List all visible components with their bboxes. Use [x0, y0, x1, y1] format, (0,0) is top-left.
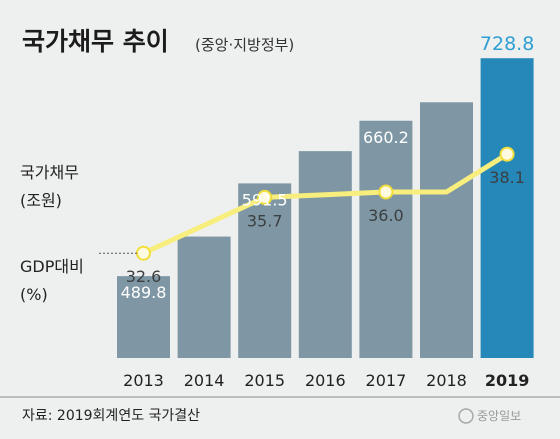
chart-title: 국가채무 추이: [22, 27, 169, 56]
line-series: 32.6 35.7 36.0 38.1: [126, 146, 525, 286]
bar-2014: [177, 236, 231, 358]
bar-value-label-2013: 489.8: [121, 283, 167, 302]
bar-2018: [420, 102, 473, 358]
gdp-point-2017: [378, 184, 394, 200]
gdp-value-label-2019: 38.1: [489, 168, 525, 187]
gdp-point-2015: [257, 189, 273, 205]
bar-series: [117, 58, 534, 359]
legend-debt: 국가채무 (조원): [20, 163, 79, 210]
bar-value-label-2015: 591.5: [242, 190, 288, 209]
bar-value-label-2019: 728.8: [480, 33, 534, 55]
x-tick-2014: 2014: [184, 371, 225, 390]
gdp-value-label-2013: 32.6: [126, 267, 162, 286]
legend-debt-unit: (조원): [20, 191, 62, 210]
x-tick-2017: 2017: [366, 371, 407, 390]
legend-gdp-unit: (%): [20, 285, 48, 304]
legend-gdp: GDP대비 (%): [20, 252, 138, 304]
source-note: 자료: 2019회계연도 국가결산: [22, 408, 200, 424]
x-tick-2015: 2015: [244, 371, 285, 390]
x-tick-2013: 2013: [123, 371, 164, 390]
gdp-ratio-line: [141, 151, 510, 256]
data-labels: 489.8 591.5 660.2 728.8: [121, 33, 535, 302]
x-tick-2019: 2019: [485, 371, 530, 390]
x-tick-2016: 2016: [305, 371, 346, 390]
bar-2015: [238, 183, 292, 358]
gdp-value-label-2015: 35.7: [247, 211, 283, 230]
gdp-point-2013: [136, 245, 151, 261]
legend-debt-name: 국가채무: [20, 163, 79, 182]
publisher-logo: 중앙일보: [458, 408, 521, 424]
chart-subtitle: (중앙·지방정부): [195, 36, 294, 54]
gdp-value-label-2017: 36.0: [368, 206, 404, 225]
x-axis-ticks: 2013 2014 2015 2016 2017 2018 2019: [123, 371, 529, 390]
gdp-point-2019: [499, 146, 515, 162]
legend-gdp-name: GDP대비: [20, 257, 84, 276]
bar-2017: [359, 120, 413, 359]
x-tick-2018: 2018: [426, 371, 467, 390]
logo-text: 중앙일보: [477, 409, 521, 423]
bar-2013: [117, 276, 170, 358]
bar-2016: [298, 151, 352, 358]
bar-value-label-2017: 660.2: [363, 128, 409, 147]
logo-icon: [458, 408, 474, 424]
bar-2019: [480, 58, 534, 359]
